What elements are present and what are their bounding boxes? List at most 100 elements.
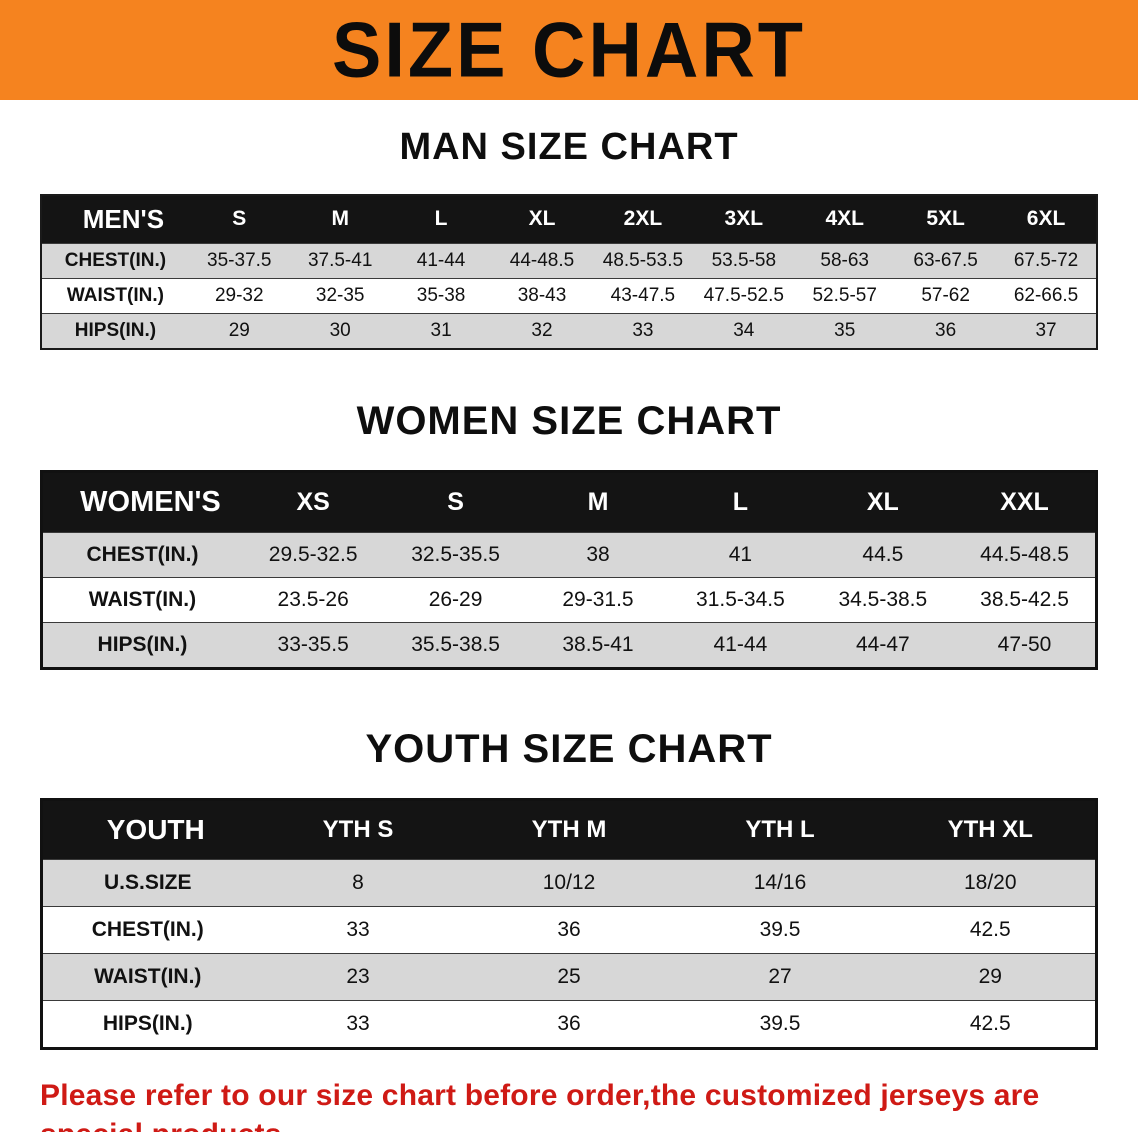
youth-size-section: YOUTH SIZE CHART YOUTH YTH S YTH M YTH L YTH… — [0, 726, 1138, 1050]
women-size-section: WOMEN SIZE CHART WOMEN'S XS S M L XL XXL CHEST(… — [0, 398, 1138, 670]
size-value: 37 — [996, 312, 1097, 349]
size-value: 41-44 — [669, 621, 812, 669]
measurement-label: WAIST(IN.) — [41, 576, 242, 623]
size-value: 34 — [693, 312, 795, 349]
measurement-label: WAIST(IN.) — [41, 277, 189, 314]
size-column-header: 2XL — [592, 194, 694, 244]
table-header-row: WOMEN'S XS S M L XL XXL — [41, 471, 1097, 533]
table-corner-label: YOUTH — [41, 799, 253, 860]
measurement-label: U.S.SIZE — [41, 858, 253, 907]
size-column-header: XL — [491, 194, 593, 244]
size-value: 53.5-58 — [693, 242, 795, 279]
size-value: 26-29 — [384, 576, 527, 623]
size-value: 33 — [252, 999, 464, 1049]
size-value: 33-35.5 — [241, 621, 385, 669]
size-value: 36 — [463, 999, 675, 1049]
banner: SIZE CHART — [0, 0, 1138, 100]
measurement-row: HIPS(IN.) 33-35.5 35.5-38.5 38.5-41 41-44 44-… — [41, 621, 1097, 669]
size-value: 39.5 — [674, 999, 886, 1049]
size-column-header: XXL — [954, 471, 1097, 533]
size-value: 62-66.5 — [996, 277, 1097, 314]
size-value: 35.5-38.5 — [384, 621, 527, 669]
size-value: 41-44 — [390, 242, 492, 279]
size-value: 14/16 — [674, 858, 886, 907]
size-column-header: M — [289, 194, 391, 244]
size-value: 32.5-35.5 — [384, 531, 527, 578]
size-value: 52.5-57 — [794, 277, 896, 314]
size-value: 57-62 — [895, 277, 997, 314]
table-corner-label: MEN'S — [41, 194, 189, 244]
measurement-row: CHEST(IN.) 29.5-32.5 32.5-35.5 38 41 44.5 44.5… — [41, 531, 1097, 578]
size-value: 25 — [463, 952, 675, 1001]
size-value: 35-37.5 — [188, 242, 290, 279]
table-header-row: YOUTH YTH S YTH M YTH L YTH XL — [41, 799, 1097, 860]
measurement-label: CHEST(IN.) — [41, 905, 253, 954]
size-column-header: YTH M — [463, 799, 675, 860]
size-value: 41 — [669, 531, 812, 578]
size-value: 43-47.5 — [592, 277, 694, 314]
size-value: 18/20 — [885, 858, 1097, 907]
measurement-label: WAIST(IN.) — [41, 952, 253, 1001]
size-column-header: S — [384, 471, 527, 533]
size-column-header: L — [390, 194, 492, 244]
size-value: 47.5-52.5 — [693, 277, 795, 314]
measurement-row: U.S.SIZE 8 10/12 14/16 18/20 — [41, 858, 1097, 907]
measurement-label: CHEST(IN.) — [41, 531, 242, 578]
size-value: 44-48.5 — [491, 242, 593, 279]
youth-size-table: YOUTH YTH S YTH M YTH L YTH XL U.S.SIZE 8 10/12… — [40, 797, 1098, 1050]
size-value: 63-67.5 — [895, 242, 997, 279]
measurement-label: CHEST(IN.) — [41, 242, 189, 279]
measurement-label: HIPS(IN.) — [41, 999, 253, 1049]
size-value: 8 — [252, 858, 464, 907]
youth-section-heading: YOUTH SIZE CHART — [365, 726, 773, 771]
size-value: 32 — [491, 312, 593, 349]
measurement-row: HIPS(IN.) 33 36 39.5 42.5 — [41, 999, 1097, 1049]
size-value: 36 — [463, 905, 675, 954]
size-value: 58-63 — [794, 242, 896, 279]
women-section-heading: WOMEN SIZE CHART — [356, 398, 782, 443]
size-column-header: YTH XL — [885, 799, 1097, 860]
page-title: SIZE CHART — [332, 5, 806, 94]
size-value: 44.5 — [811, 531, 955, 578]
size-column-header: 4XL — [794, 194, 896, 244]
size-value: 33 — [252, 905, 464, 954]
size-value: 48.5-53.5 — [592, 242, 694, 279]
measurement-label: HIPS(IN.) — [41, 621, 242, 669]
men-section-heading: MAN SIZE CHART — [399, 126, 739, 168]
size-value: 67.5-72 — [996, 242, 1097, 279]
size-column-header: XL — [811, 471, 955, 533]
size-value: 33 — [592, 312, 694, 349]
size-column-header: YTH L — [674, 799, 886, 860]
measurement-row: CHEST(IN.) 35-37.5 37.5-41 41-44 44-48.5 48.5… — [41, 242, 1097, 279]
size-value: 47-50 — [954, 621, 1097, 669]
size-value: 38.5-42.5 — [954, 576, 1097, 623]
measurement-row: WAIST(IN.) 23.5-26 26-29 29-31.5 31.5-34.5 34… — [41, 576, 1097, 623]
men-size-table: MEN'S S M L XL 2XL 3XL 4XL 5XL 6XL CHEST(IN.) 35-37… — [40, 193, 1098, 350]
size-value: 42.5 — [885, 999, 1097, 1049]
size-value: 29 — [885, 952, 1097, 1001]
measurement-row: CHEST(IN.) 33 36 39.5 42.5 — [41, 905, 1097, 954]
size-value: 35-38 — [390, 277, 492, 314]
measurement-row: WAIST(IN.) 23 25 27 29 — [41, 952, 1097, 1001]
men-size-section: MAN SIZE CHART MEN'S S M L XL 2XL 3XL 4XL 5XL 6XL… — [0, 126, 1138, 350]
size-value: 38-43 — [491, 277, 593, 314]
size-value: 44-47 — [811, 621, 955, 669]
size-value: 38 — [526, 531, 670, 578]
size-column-header: S — [188, 194, 290, 244]
size-value: 29-32 — [188, 277, 290, 314]
size-value: 23 — [252, 952, 464, 1001]
size-value: 23.5-26 — [241, 576, 385, 623]
size-value: 36 — [895, 312, 997, 349]
size-value: 27 — [674, 952, 886, 1001]
size-column-header: 6XL — [996, 194, 1097, 244]
size-value: 34.5-38.5 — [811, 576, 955, 623]
footer-notice: Please refer to our size chart before or… — [40, 1076, 1098, 1132]
measurement-row: WAIST(IN.) 29-32 32-35 35-38 38-43 43-47.5 47.… — [41, 277, 1097, 314]
size-value: 29.5-32.5 — [241, 531, 385, 578]
size-column-header: XS — [241, 471, 385, 533]
size-value: 31.5-34.5 — [669, 576, 812, 623]
size-value: 32-35 — [289, 277, 391, 314]
size-column-header: YTH S — [252, 799, 464, 860]
size-value: 39.5 — [674, 905, 886, 954]
women-size-table: WOMEN'S XS S M L XL XXL CHEST(IN.) 29.5-32.5 32.5… — [40, 469, 1098, 670]
